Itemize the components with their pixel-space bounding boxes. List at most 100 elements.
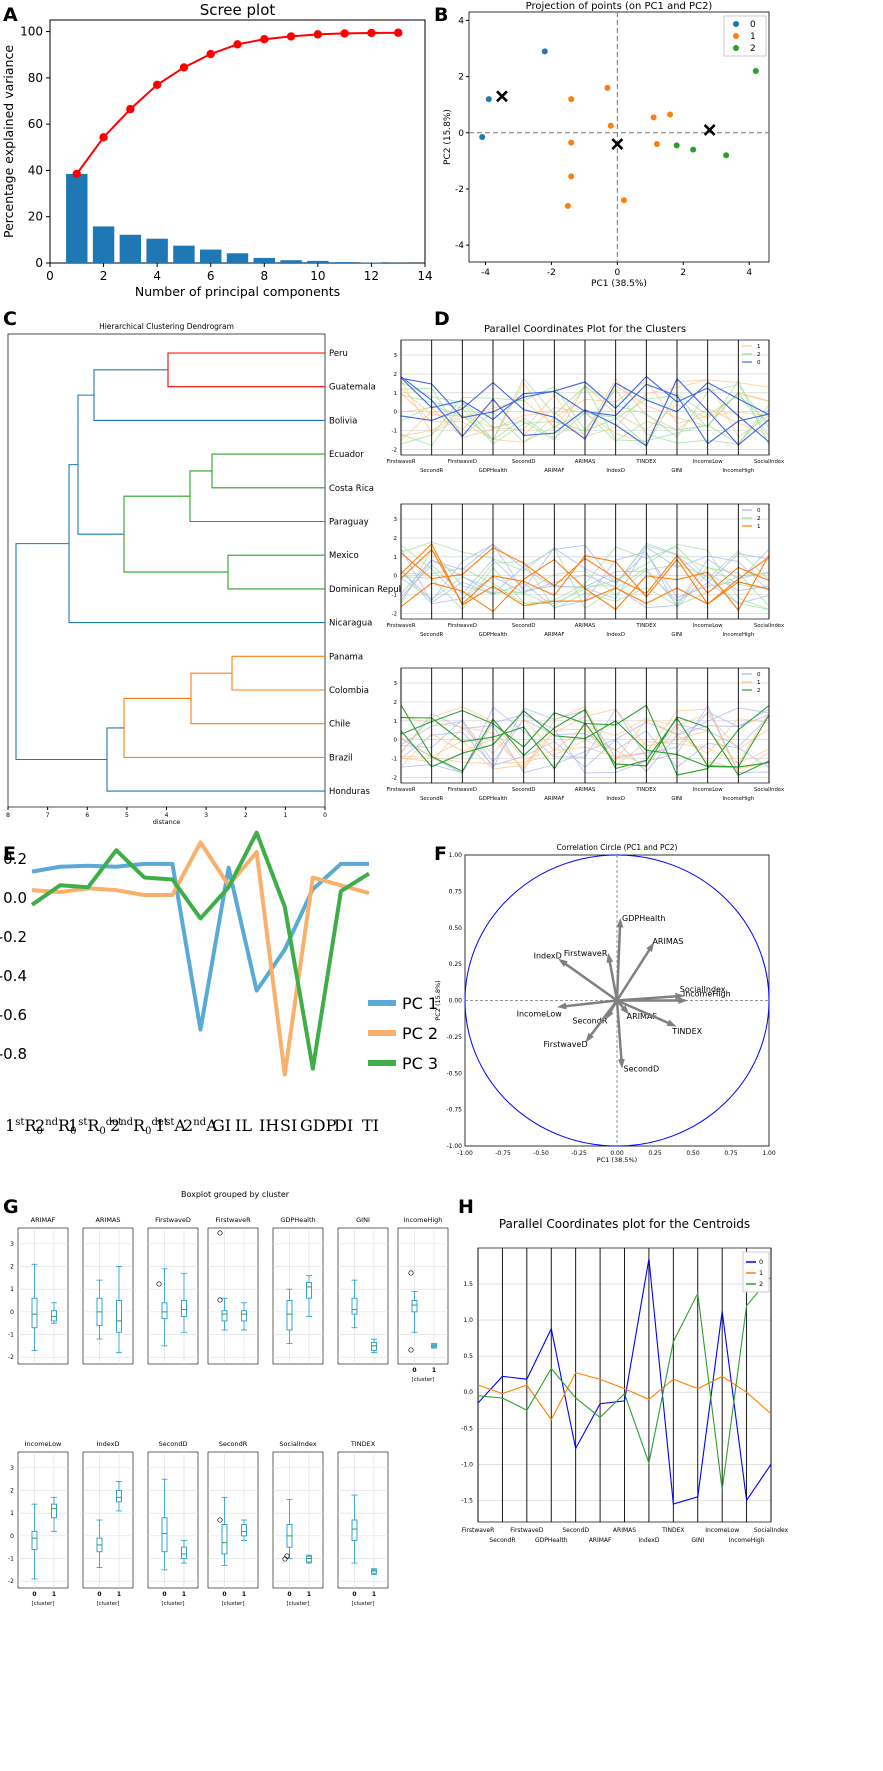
y-tick-label: -0.8 [0,1045,27,1063]
axis-label: ARIMAF [544,468,564,474]
y-tick-label: -1 [392,592,397,598]
y-tick-label: 3 [394,681,398,687]
y-tick-label: 2 [10,1264,14,1271]
panel-label-d: D [434,308,450,330]
vector-label: SecondD [624,1065,660,1074]
box [51,1503,57,1519]
panel-title: GDPHealth [280,1216,315,1224]
vector-label: IncomeLow [517,1009,563,1018]
x-tick-label: 0 [32,1591,36,1598]
panel-label-a: A [3,4,18,26]
y-tick-label: 0 [394,738,398,744]
vector-arrowhead [606,952,614,963]
x-tick-label: 8 [6,812,10,819]
x-tick-label: 3 [204,812,208,819]
chart-title: Boxplot grouped by cluster [181,1190,290,1199]
vector-label: TINDEX [671,1027,702,1036]
cumulative-point [126,104,135,114]
x-axis-label: PC1 (38.5%) [597,1156,637,1164]
legend-label: PC 2 [402,1024,438,1043]
leaf-label: Colombia [329,686,369,696]
y-tick-label: 2 [458,73,464,83]
x-tick-label: 7 [46,812,50,819]
x-tick-label: 6 [85,812,89,819]
boxplot-panel: ARIMAS [82,1216,134,1365]
y-tick-label: -0.50 [446,1070,462,1077]
box [371,1569,377,1574]
y-tick-label: 1.00 [449,852,463,859]
boxplot-panel: TINDEX 0 1 [cluster] [337,1440,389,1607]
outlier-point [217,1297,223,1303]
scatter-point [752,67,759,74]
plot-frame [82,1227,134,1365]
y-tick-label: 0.0 [463,1389,473,1396]
axis-label: FirstwaveR [462,1527,495,1534]
x-tick-label: GDP [300,1116,337,1135]
axis-label: GINI [671,796,683,802]
y-tick-label: -1 [392,428,397,434]
dendrogram-link [189,470,325,523]
axis-label: ARIMAS [575,459,596,465]
cumulative-point [206,49,215,59]
chart-title: Scree plot [200,1,276,19]
legend: 0 1 2 [723,15,767,57]
legend-label: 1 [757,524,761,530]
legend-box [742,1251,770,1293]
legend: 1 2 0 [742,344,761,366]
axis-label: GINI [671,632,683,638]
leaf-label: Peru [329,349,348,359]
vector-label: SocialIndex [680,985,726,994]
centroid-marker [703,124,716,136]
leaf-label: Brazil [329,753,353,763]
dendrogram-link [167,352,325,388]
x-axis-label: Number of principal components [135,284,340,299]
box [411,1300,418,1313]
panel-title: IndexD [97,1440,120,1448]
y-tick-label: 2 [394,700,398,706]
x-tick-label: 1 [242,1591,246,1598]
vector-arrowhead [556,1002,567,1010]
dendrogram-link [15,543,107,761]
y-tick-label: 1 [394,391,398,397]
scatter-point [568,173,575,180]
y-tick-label: 3 [10,1241,14,1248]
legend-label: 2 [750,44,756,54]
axis-label: GDPHealth [479,796,508,802]
x-tick-label: 2 [100,269,108,283]
legend-marker [733,21,739,27]
leaf-label: Chile [329,720,350,730]
x-tick-label: 0.00 [610,1150,624,1157]
panel-title: SocialIndex [279,1440,316,1448]
bar [333,262,356,263]
x-tick-label: 1stR0det [68,1116,122,1137]
boxplot-panel: IndexD 0 1 [cluster] [82,1440,134,1607]
axis-label: SecondR [489,1537,515,1544]
x-tick-label: TI [362,1116,379,1135]
axis-label: IndexD [606,468,625,474]
x-tick-label: 1 [283,812,287,819]
panel-title: SecondR [219,1440,248,1448]
y-tick-label: -4 [455,241,464,251]
loading-vector [563,999,618,1008]
y-tick-label: 0 [394,410,398,416]
boxplot-panel: GDPHealth [272,1216,324,1365]
x-tick-label: -0.50 [533,1150,549,1157]
legend-label: 1 [757,344,761,350]
plot-frame [272,1451,324,1589]
y-tick-label: 2 [394,372,398,378]
plot-frame [272,1227,324,1365]
y-tick-label: -1.5 [461,1497,473,1504]
y-tick-label: 1 [10,1510,14,1517]
leaf-label: Panama [329,652,363,662]
vector-label: FirstwaveD [544,1040,588,1049]
panel-label-e: E [3,843,16,865]
boxplot-panel: FirstwaveD [147,1216,199,1365]
plot-frame [147,1227,199,1365]
axis-label: IncomeLow [693,459,724,465]
axis-label: GINI [691,1537,704,1544]
x-tick-label: 6 [207,269,215,283]
y-tick-label: -1 [8,1332,14,1339]
scatter-point [607,122,614,129]
box [306,1555,312,1563]
